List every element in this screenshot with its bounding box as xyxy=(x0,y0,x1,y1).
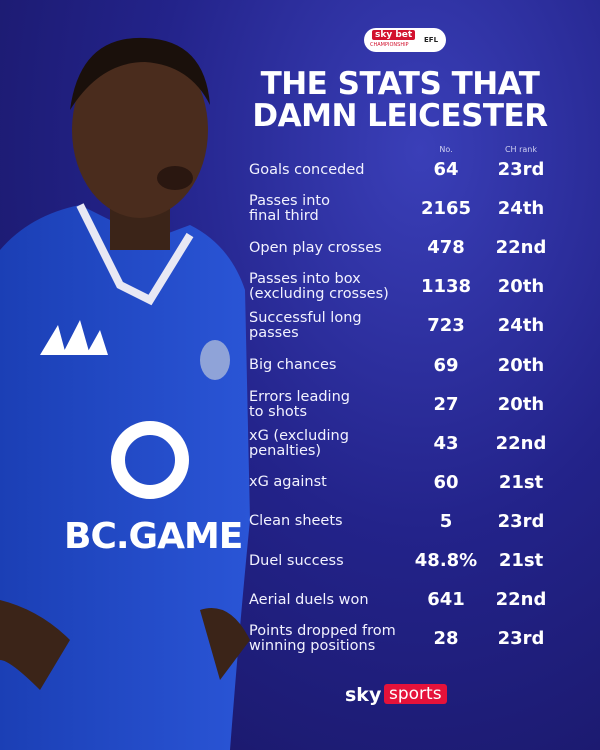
stat-value: 27 xyxy=(433,393,459,415)
stat-rank: 23rd xyxy=(497,628,545,650)
stat-rank: 20th xyxy=(497,354,545,376)
hair xyxy=(70,37,210,110)
stat-rank: 21st xyxy=(498,471,544,493)
stat-value: 60 xyxy=(433,471,459,493)
row-label: Clean sheets xyxy=(249,513,343,530)
row-label: Points dropped from xyxy=(249,623,396,640)
stat-value: 43 xyxy=(433,432,459,454)
stat-rank: 22nd xyxy=(495,432,547,454)
column-header: CH rank xyxy=(504,145,538,154)
stat-value: 478 xyxy=(427,237,465,259)
stat-value: 1138 xyxy=(420,276,472,298)
logo xyxy=(40,320,108,355)
stat-rank: 23rd xyxy=(497,510,545,532)
row-label: Passes into xyxy=(249,193,330,210)
row-label: Errors leading xyxy=(249,388,350,405)
stat-value: 2165 xyxy=(420,198,472,220)
row-label: Aerial duels won xyxy=(249,591,369,608)
stat-rank: 22nd xyxy=(495,589,547,611)
title-line: THE STATS THAT xyxy=(260,66,540,102)
stat-value: 48.8% xyxy=(414,550,478,571)
stat-rank: 24th xyxy=(497,198,545,220)
row-label: xG against xyxy=(249,474,327,491)
competition: CHAMPIONSHIP xyxy=(370,42,409,48)
row-label: Passes into box xyxy=(249,271,361,288)
stat-value: 641 xyxy=(427,589,465,611)
column-header: No. xyxy=(439,145,453,154)
shirt-sponsor: BC.GAME xyxy=(64,516,243,557)
stat-value: 69 xyxy=(433,354,459,376)
stat-rank: 23rd xyxy=(497,159,545,180)
footer-brand: sky xyxy=(345,684,382,706)
row-label: to shots xyxy=(249,403,308,420)
stat-value: 723 xyxy=(427,315,465,337)
row-label: Duel success xyxy=(249,552,344,569)
league: EFL xyxy=(424,36,439,44)
collar xyxy=(76,203,194,306)
stat-rank: 21st xyxy=(498,550,544,571)
mouth xyxy=(157,166,193,190)
row-label: Successful long xyxy=(249,310,362,327)
footer-product: sports xyxy=(384,684,447,704)
stat-rank: 22nd xyxy=(495,237,547,259)
stat-value: 28 xyxy=(433,628,459,650)
hands xyxy=(0,600,250,690)
row-label: passes xyxy=(249,325,299,342)
crest xyxy=(200,340,230,380)
stat-value: 64 xyxy=(433,159,459,180)
title-line: DAMN LEICESTER xyxy=(252,98,548,134)
row-label: Big chances xyxy=(249,357,337,373)
stat-rank: 24th xyxy=(497,315,545,337)
row-label: penalties) xyxy=(249,442,322,459)
stat-value: 5 xyxy=(439,510,453,532)
sponsor-logo xyxy=(111,421,189,499)
badge: sky bet CHAMPIONSHIP EFL xyxy=(364,28,446,52)
brand: sky bet xyxy=(372,30,416,40)
stat-rank: 20th xyxy=(497,393,545,415)
stat-rank: 20th xyxy=(497,276,545,298)
row-label: Open play crosses xyxy=(249,239,382,256)
row-label: winning positions xyxy=(249,638,376,655)
row-label: xG (excluding xyxy=(249,427,349,444)
row-label: (excluding crosses) xyxy=(249,286,389,303)
row-label: Goals conceded xyxy=(249,161,365,178)
row-label: final third xyxy=(249,208,319,225)
